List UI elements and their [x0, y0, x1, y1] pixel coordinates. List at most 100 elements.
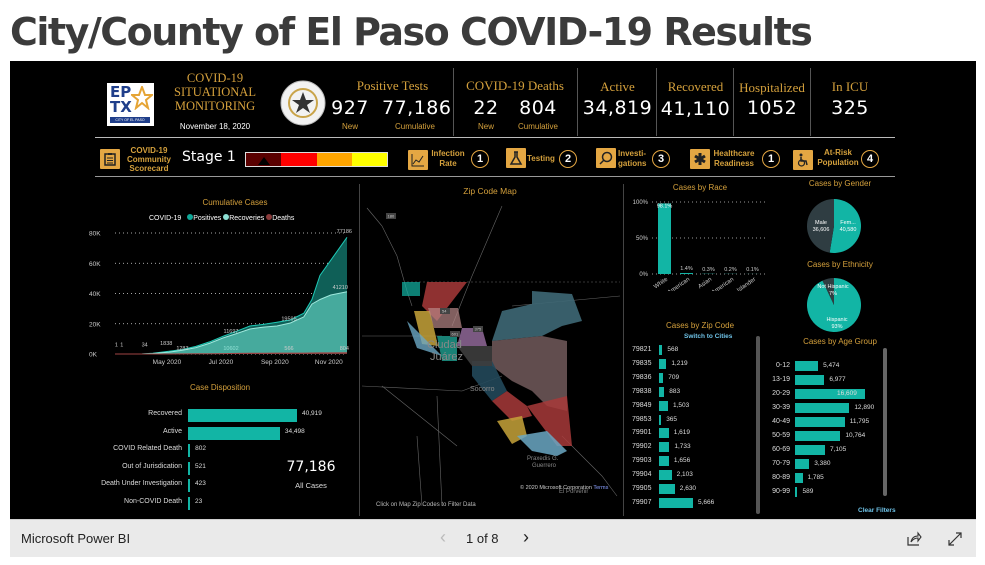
bar[interactable] — [795, 403, 850, 413]
bar-value-label: 589 — [802, 488, 814, 495]
bar[interactable] — [188, 426, 280, 440]
road-shield: 54 — [442, 309, 447, 314]
deaths-new: 22 — [473, 97, 499, 119]
bar[interactable] — [659, 442, 670, 453]
medical-star-icon[interactable] — [690, 149, 710, 169]
bar-category-label: 20-29 — [772, 390, 790, 397]
y-tick-label: 0% — [639, 272, 648, 278]
bar[interactable] — [659, 470, 672, 481]
clear-filters-link[interactable]: Clear Filters — [858, 507, 896, 514]
metric-label-line: Population — [817, 158, 859, 167]
city-of-el-paso-logo: EP TX CITY OF EL PASO — [107, 83, 154, 126]
area-deaths — [115, 352, 347, 354]
map-place-label: Ciudad — [427, 339, 462, 351]
share-icon[interactable] — [906, 531, 922, 547]
monitoring-title-line: MONITORING — [174, 99, 256, 113]
monitoring-title: COVID-19 SITUATIONAL MONITORING — [165, 71, 265, 113]
logo-tx: TX — [110, 98, 132, 116]
previous-page-button[interactable]: ‹ — [440, 527, 446, 547]
bar-value-label: 2,630 — [679, 485, 697, 492]
panel-divider — [623, 184, 624, 516]
logo-ep: EP — [110, 83, 132, 101]
bar[interactable] — [659, 400, 669, 411]
bar[interactable] — [188, 479, 190, 492]
legend-recoveries[interactable]: Recoveries — [229, 215, 265, 222]
data-label: 1 — [120, 342, 123, 348]
icu-title: In ICU — [831, 79, 869, 94]
bar[interactable] — [659, 345, 663, 355]
bar-category-label: 79821 — [632, 346, 652, 353]
pie-slice — [807, 199, 834, 253]
bar[interactable] — [659, 386, 665, 397]
bar[interactable] — [659, 414, 662, 425]
bar[interactable] — [795, 459, 810, 469]
magnifier-icon[interactable] — [596, 148, 616, 168]
bar-value-label: 16,609 — [837, 390, 857, 397]
legend-positives[interactable]: Positives — [193, 215, 222, 222]
bar[interactable] — [795, 389, 865, 399]
bar[interactable] — [795, 361, 819, 371]
bar-category-label: 60-69 — [772, 446, 790, 453]
y-tick-label: 40K — [89, 291, 101, 298]
bar[interactable] — [188, 461, 190, 475]
positive-tests-cumulative: 77,186 — [382, 97, 452, 119]
age-scrollbar[interactable] — [883, 348, 887, 496]
zip-scrollbar[interactable] — [756, 336, 760, 514]
legend-deaths[interactable]: Deaths — [272, 215, 295, 222]
fullscreen-icon[interactable] — [947, 531, 963, 547]
flask-icon[interactable] — [506, 148, 526, 168]
bar-category-label: Death Under Investigation — [101, 480, 182, 487]
switch-to-cities-link[interactable]: Switch to Cities — [684, 333, 733, 340]
powerbi-footer: Microsoft Power BI ‹ 1 of 8 › — [10, 519, 976, 557]
data-label: 34 — [142, 342, 148, 348]
bar[interactable] — [659, 456, 669, 467]
powerbi-brand-link[interactable]: Microsoft Power BI — [21, 531, 131, 546]
bar-value-label: 2,103 — [676, 471, 693, 479]
zip-code-map[interactable]: Ciudad Juárez Socorro Praxedis G. Guerre… — [362, 196, 620, 506]
bar[interactable] — [659, 497, 693, 508]
bar[interactable] — [659, 358, 667, 369]
recovered-title: Recovered — [667, 79, 724, 94]
bar[interactable] — [795, 375, 825, 385]
bar[interactable] — [188, 496, 190, 510]
bar-value-label: 11,795 — [849, 418, 870, 425]
bar[interactable] — [795, 473, 803, 483]
bar-category-label: Non-COVID Death — [124, 497, 182, 505]
bar[interactable] — [659, 428, 669, 439]
y-tick-label: 50% — [636, 236, 649, 242]
bar[interactable] — [795, 431, 841, 441]
zip-region — [517, 431, 567, 456]
road-shield: 375 — [475, 327, 482, 332]
stage-segment — [246, 153, 282, 166]
legend-dot-deaths — [266, 214, 273, 220]
bar[interactable] — [659, 484, 675, 494]
bar-value-label: 1,619 — [673, 429, 690, 437]
bar-value-label: 3,380 — [814, 460, 831, 467]
bar[interactable] — [188, 444, 191, 457]
wheelchair-icon[interactable] — [793, 150, 813, 170]
bar[interactable] — [188, 409, 297, 422]
bar[interactable] — [795, 417, 845, 427]
cumulative-cases-chart[interactable]: 0K 20K 40K 60K 80K May 2020 Jul 2020 Sep 2020 No… — [85, 221, 355, 371]
metric-infection-rate-value: 1 — [471, 150, 489, 168]
zip-region — [492, 291, 582, 341]
bar-value-label: 23 — [195, 497, 203, 505]
bar-category-label: Recovered — [148, 410, 182, 417]
bar-category-label: 79901 — [632, 429, 652, 437]
chart-icon[interactable] — [408, 150, 428, 170]
bar[interactable] — [795, 445, 825, 455]
bar-category-label: 79849 — [632, 401, 652, 409]
metric-label-line: Healthcare — [713, 149, 755, 158]
bar[interactable] — [795, 487, 798, 497]
bar[interactable] — [659, 372, 664, 383]
scorecard-label-line: Community — [127, 155, 171, 164]
next-page-button[interactable]: › — [523, 527, 529, 547]
bar-value-label: 40,919 — [302, 410, 322, 417]
map-terms-link[interactable]: Terms — [593, 485, 609, 491]
powerbi-report-canvas[interactable]: EP TX CITY OF EL PASO COVID-19 SITUATION… — [10, 61, 976, 519]
bar-category-label: 50-59 — [772, 432, 790, 439]
metric-testing-label: Testing — [527, 154, 555, 163]
